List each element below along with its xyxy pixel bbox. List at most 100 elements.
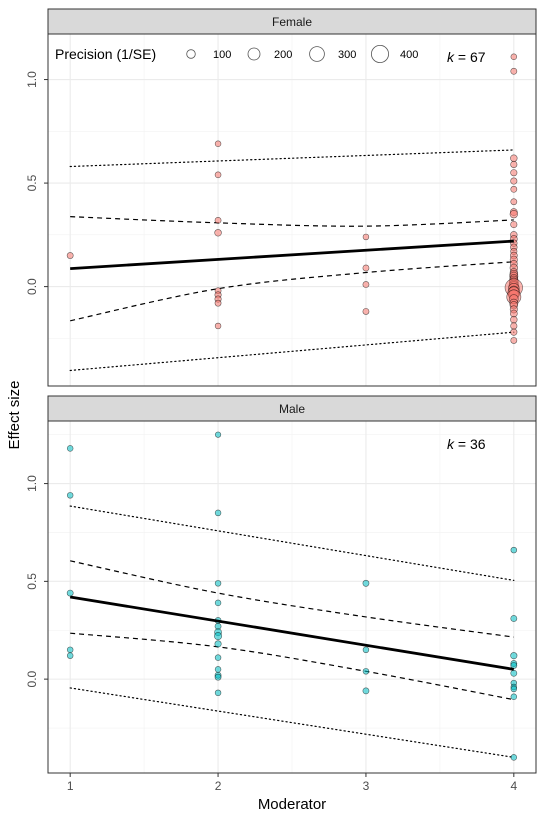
data-point-52 — [509, 309, 518, 318]
data-point-20 — [362, 646, 370, 654]
ci-lower-line — [70, 632, 514, 701]
strip-label-female: Female — [272, 15, 312, 29]
data-point-0 — [66, 252, 74, 259]
strip-female — [47, 8, 537, 35]
ci-upper-line — [70, 216, 514, 227]
data-point-24 — [510, 220, 518, 229]
data-point-25 — [510, 652, 518, 660]
legend-title: Precision (1/SE) — [55, 46, 156, 62]
data-point-11 — [362, 264, 370, 272]
y-tick-label-0: 0.0 — [25, 670, 39, 687]
x-tick-label-3: 4 — [510, 779, 517, 793]
y-tick-label-1: 0.5 — [25, 573, 39, 590]
grid-male — [48, 421, 536, 773]
points-male — [66, 431, 518, 761]
fit-line-male — [69, 595, 515, 671]
data-point-55 — [510, 328, 518, 336]
data-point-53 — [510, 316, 518, 324]
k-label-female: k = 67 — [447, 49, 486, 65]
strip-male — [47, 395, 537, 422]
data-point-18 — [214, 689, 222, 697]
legend: Precision (1/SE) 100 200 300 400 — [55, 45, 418, 64]
y-tick-label-2: 1.0 — [25, 71, 39, 88]
data-point-12 — [214, 632, 223, 641]
y-tick-label-2: 1.0 — [25, 475, 39, 492]
panel-female: Female 0.0 0.5 1.0 k = 67 Precision (1/SE)… — [25, 8, 537, 387]
ci-upper-line — [70, 560, 514, 638]
pi-upper-line — [69, 149, 515, 168]
data-point-19 — [362, 579, 370, 587]
y-tick-label-0: 0.0 — [25, 278, 39, 295]
x-tick-label-2: 3 — [363, 779, 370, 793]
data-point-28 — [510, 669, 518, 677]
data-point-33 — [510, 754, 518, 761]
legend-label-100: 100 — [213, 49, 231, 61]
data-point-32 — [510, 693, 518, 700]
legend-label-400: 400 — [400, 49, 418, 61]
data-point-2 — [66, 589, 74, 597]
y-ticks-female: 0.0 0.5 1.0 — [25, 71, 48, 295]
data-point-18 — [510, 169, 518, 177]
data-point-21 — [362, 668, 370, 675]
x-tick-label-0: 1 — [67, 779, 74, 793]
data-point-17 — [214, 673, 222, 681]
x-tick-label-1: 2 — [215, 779, 222, 793]
data-point-8 — [214, 299, 222, 307]
data-point-12 — [362, 281, 370, 288]
data-point-24 — [510, 615, 518, 622]
y-tick-label-1: 0.5 — [25, 174, 39, 191]
data-point-3 — [66, 646, 74, 654]
data-point-14 — [214, 654, 222, 661]
data-point-1 — [214, 140, 222, 147]
data-point-14 — [510, 53, 518, 61]
data-point-0 — [66, 445, 74, 452]
data-point-9 — [214, 322, 222, 330]
legend-key-100 — [186, 49, 196, 59]
data-point-15 — [214, 666, 222, 673]
x-axis-ticks: 1 2 3 4 — [67, 773, 517, 793]
data-point-7 — [214, 580, 222, 587]
panel-border-female — [47, 33, 537, 387]
prediction-interval-female — [69, 149, 515, 372]
pi-lower-line — [69, 331, 515, 372]
data-point-13 — [362, 308, 370, 315]
ci-lower-line — [70, 261, 514, 322]
data-point-4 — [214, 229, 222, 237]
data-point-19 — [510, 177, 518, 185]
prediction-interval-male — [69, 505, 515, 758]
legend-key-200 — [247, 47, 261, 61]
panel-male: Male 0.0 0.5 1.0 k = 36 — [25, 395, 537, 774]
data-point-8 — [214, 599, 222, 607]
legend-label-300: 300 — [338, 49, 356, 61]
x-axis-title: Moderator — [258, 796, 326, 813]
points-female — [66, 53, 523, 344]
y-axis-title: Effect size — [6, 381, 23, 450]
data-point-56 — [510, 337, 518, 344]
data-point-31 — [510, 685, 518, 693]
data-point-6 — [214, 509, 222, 517]
k-symbol-male: k — [447, 436, 455, 452]
k-symbol-female: k — [447, 49, 455, 65]
confidence-interval-male — [70, 560, 514, 701]
k-label-male: k = 36 — [447, 436, 486, 452]
data-point-13 — [214, 640, 222, 648]
legend-label-200: 200 — [274, 49, 292, 61]
regression-line — [69, 595, 515, 671]
y-ticks-male: 0.0 0.5 1.0 — [25, 475, 48, 687]
k-value-male: = 36 — [454, 436, 486, 452]
data-point-22 — [362, 687, 370, 695]
data-point-23 — [510, 546, 518, 554]
data-point-21 — [510, 198, 518, 206]
data-point-4 — [66, 652, 74, 659]
data-point-54 — [510, 322, 518, 330]
data-point-1 — [66, 492, 74, 499]
fit-line-female — [70, 239, 514, 270]
data-point-3 — [214, 216, 222, 224]
legend-key-300 — [309, 46, 325, 62]
grid-female — [48, 34, 536, 386]
data-point-10 — [362, 233, 370, 241]
data-point-17 — [510, 160, 518, 168]
data-point-20 — [510, 185, 518, 193]
k-value-female: = 67 — [454, 49, 486, 65]
